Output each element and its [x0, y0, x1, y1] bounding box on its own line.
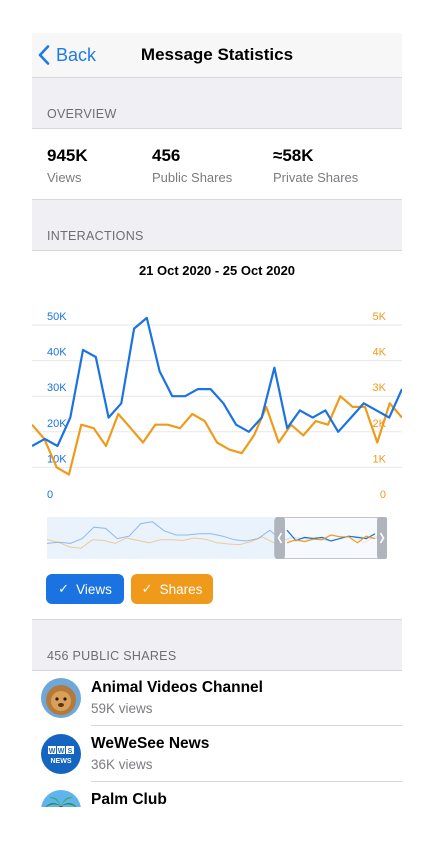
wws-news-logo: W W S NEWS: [41, 734, 81, 774]
page-title: Message Statistics: [140, 45, 294, 64]
row-divider: [91, 725, 402, 726]
shares-toggle[interactable]: ✓ Shares: [131, 574, 213, 604]
views-toggle[interactable]: ✓ Views: [46, 574, 124, 604]
svg-text:W: W: [58, 748, 65, 755]
chart-range-navigator[interactable]: [47, 517, 387, 559]
series-line-views: [32, 316, 402, 448]
y-left-tick-label: 40K: [47, 347, 67, 359]
palm-tree-icon: [41, 790, 81, 807]
y-right-tick-label: 1K: [373, 453, 387, 465]
stat-public-shares: 456 Public Shares: [152, 146, 232, 185]
svg-text:W: W: [49, 748, 56, 755]
svg-text:S: S: [68, 748, 73, 755]
y-left-tick-label: 0: [47, 489, 53, 501]
stat-value: 456: [152, 146, 181, 165]
chevron-left-icon: [38, 45, 50, 65]
y-left-tick-label: 50K: [47, 311, 67, 323]
y-left-tick-label: 30K: [47, 382, 67, 394]
stat-private-shares: ≈58K Private Shares: [273, 146, 358, 185]
overview-header: OVERVIEW: [32, 78, 402, 129]
checkmark-icon: ✓: [141, 581, 153, 596]
navigator-window-line-views: [286, 529, 376, 542]
y-right-tick-label: 5K: [373, 311, 387, 323]
stat-value: ≈58K: [273, 146, 314, 165]
y-right-tick-label: 4K: [373, 347, 387, 359]
back-button[interactable]: Back: [38, 43, 96, 67]
public-shares-header: 456 PUBLIC SHARES: [32, 619, 402, 671]
stat-label: Public Shares: [152, 170, 233, 185]
chevron-left-icon: [277, 532, 283, 544]
chevron-right-icon: [379, 532, 385, 544]
navigator-left-handle[interactable]: [275, 517, 285, 559]
navigator-right-handle[interactable]: [377, 517, 387, 559]
share-name: Palm Club: [91, 791, 167, 807]
share-row-wewesee-news[interactable]: W W S NEWS WeWeSee News 36K views: [32, 726, 402, 782]
stat-views: 945K Views: [47, 146, 88, 185]
svg-text:NEWS: NEWS: [51, 758, 72, 765]
interactions-chart[interactable]: 0010K1K20K2K30K3K40K4K50K5K21 Oct22 Oct2…: [32, 279, 402, 501]
chart-title: 21 Oct 2020 - 25 Oct 2020: [138, 263, 296, 278]
share-views: 59K views: [91, 701, 153, 716]
y-right-tick-label: 3K: [373, 382, 387, 394]
statistics-screen: Back Message Statistics OVERVIEW 945K Vi…: [32, 33, 402, 807]
public-shares-header-label: 456 PUBLIC SHARES: [47, 649, 177, 663]
share-views: 36K views: [91, 757, 153, 772]
series-line-shares: [32, 395, 402, 476]
back-label: Back: [56, 44, 97, 65]
stat-label: Private Shares: [273, 170, 359, 185]
share-name: WeWeSee News: [91, 735, 210, 752]
navigation-bar: Back Message Statistics: [32, 33, 402, 78]
share-name: Animal Videos Channel: [91, 679, 263, 696]
shares-toggle-label: Shares: [159, 581, 203, 597]
interactions-header-label: INTERACTIONS: [47, 229, 144, 243]
y-left-tick-label: 20K: [47, 418, 67, 430]
overview-header-label: OVERVIEW: [47, 107, 117, 121]
checkmark-icon: ✓: [58, 581, 70, 596]
navigator-window-line-shares: [286, 534, 376, 544]
views-toggle-label: Views: [76, 581, 112, 597]
share-row-animal-videos[interactable]: Animal Videos Channel 59K views: [32, 670, 402, 726]
row-divider: [91, 781, 402, 782]
share-row-palm-club[interactable]: Palm Club: [32, 782, 402, 807]
lion-icon: [41, 678, 81, 718]
stat-label: Views: [47, 170, 82, 185]
y-left-tick-label: 10K: [47, 453, 67, 465]
interactions-header: INTERACTIONS: [32, 199, 402, 251]
stat-value: 945K: [47, 146, 88, 165]
navigator-window: [275, 517, 387, 559]
y-right-tick-label: 0: [380, 489, 386, 501]
